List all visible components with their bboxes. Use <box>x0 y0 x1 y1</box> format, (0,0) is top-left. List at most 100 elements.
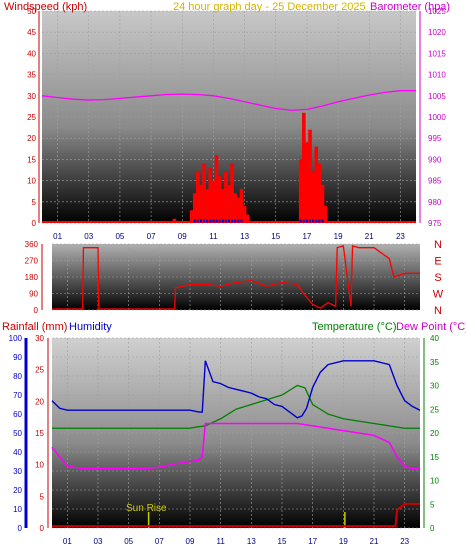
rainfall-axis-title: Rainfall (mm) <box>2 321 68 333</box>
temperature-tick-label: 5 <box>430 500 435 509</box>
barometer-tick-label: 1025 <box>428 7 446 16</box>
wind-bar <box>211 180 216 223</box>
wind-gust-mark <box>318 219 321 223</box>
rainfall-tick-label: 20 <box>35 397 44 406</box>
wind-bar <box>214 155 219 223</box>
rainfall-line <box>52 502 420 528</box>
windspeed-tick-label: 5 <box>32 198 37 207</box>
x-tick-label: 21 <box>365 232 374 241</box>
humidity-line <box>51 360 421 419</box>
temperature-tick-label: 0 <box>430 524 435 533</box>
humidity-tick-label: 100 <box>9 334 23 343</box>
barometer-tick-label: 1015 <box>428 49 446 58</box>
wind-bar <box>317 163 322 223</box>
x-tick-label: 15 <box>278 537 287 546</box>
x-tick-label: 13 <box>247 537 256 546</box>
direction-tick-label: 180 <box>25 273 39 282</box>
windspeed-tick-label: 45 <box>27 28 36 37</box>
x-tick-label: 05 <box>124 537 133 546</box>
x-tick-label: 19 <box>334 232 343 241</box>
rainfall-tick-label: 15 <box>35 429 44 438</box>
rainfall-tick-label: 30 <box>35 334 44 343</box>
x-tick-label: 05 <box>115 232 124 241</box>
x-tick-label: 23 <box>396 232 405 241</box>
wind-gust-mark <box>299 219 302 223</box>
wind-gust-mark <box>237 219 240 223</box>
windspeed-tick-label: 25 <box>27 113 36 122</box>
wind-gust-mark <box>206 219 209 223</box>
humidity-tick-label: 90 <box>13 353 22 362</box>
wind-gust-mark <box>224 219 227 223</box>
wind-gust-mark <box>305 219 308 223</box>
wind-bar <box>323 206 328 223</box>
humidity-tick-label: 80 <box>13 372 22 381</box>
wind-gust-mark <box>209 219 212 223</box>
wind-bar <box>199 184 203 223</box>
humidity-tick-label: 60 <box>13 410 22 419</box>
dewpoint-axis-title: Dew Point (°C) <box>396 321 466 333</box>
wind-gust-mark <box>315 219 318 223</box>
wind-bar <box>217 176 222 223</box>
temperature-axis-title: Temperature (°C) <box>312 321 397 333</box>
barometer-line <box>41 90 416 111</box>
barometer-tick-label: 985 <box>428 177 442 186</box>
temperature-tick-label: 25 <box>430 405 439 414</box>
humidity-tick-label: 10 <box>13 505 22 514</box>
compass-label: S <box>434 272 441 284</box>
x-tick-label: 21 <box>370 537 379 546</box>
x-tick-label: 09 <box>178 232 187 241</box>
windspeed-tick-label: 10 <box>27 177 36 186</box>
humidity-axis-title: Humidity <box>69 321 112 333</box>
wind-gust-mark <box>309 219 312 223</box>
x-tick-label: 07 <box>155 537 164 546</box>
wind-bar <box>311 172 315 223</box>
wind-bar <box>308 129 312 223</box>
barometer-tick-label: 975 <box>428 219 442 228</box>
rainfall-tick-label: 5 <box>40 492 45 501</box>
compass-label: N <box>434 305 442 317</box>
wind-bar <box>192 193 197 223</box>
barometer-tick-label: 995 <box>428 134 442 143</box>
wind-bar <box>224 172 228 223</box>
barometer-tick-label: 1005 <box>428 92 446 101</box>
wind-gust-mark <box>196 219 199 223</box>
humidity-tick-label: 40 <box>13 448 22 457</box>
direction-tick-label: 360 <box>25 240 39 249</box>
humidity-tick-label: 0 <box>18 524 23 533</box>
x-tick-label: 07 <box>147 232 156 241</box>
wind-gust-mark <box>221 219 224 223</box>
windspeed-tick-label: 30 <box>27 92 36 101</box>
wind-gust-mark <box>321 219 324 223</box>
wind-gust-mark <box>199 219 202 223</box>
wind-bar <box>205 189 209 223</box>
rainfall-tick-label: 25 <box>35 366 44 375</box>
wind-gust-mark <box>212 219 215 223</box>
wind-bar <box>208 167 213 223</box>
wind-bar <box>245 214 250 223</box>
windspeed-tick-label: 15 <box>27 155 36 164</box>
temperature-tick-label: 35 <box>430 358 439 367</box>
wind-bar <box>230 163 234 223</box>
barometer-tick-label: 990 <box>428 155 442 164</box>
wind-bar <box>233 193 238 223</box>
wind-bar <box>189 210 194 223</box>
wind-bar <box>320 184 325 223</box>
wind-gust-mark <box>312 219 315 223</box>
x-tick-label: 11 <box>217 537 226 546</box>
wind-bar <box>298 159 303 223</box>
barometer-axis-title: Barometer (hpa) <box>370 1 451 13</box>
wind-gust-mark <box>218 219 221 223</box>
windspeed-tick-label: 20 <box>27 134 36 143</box>
temperature-tick-label: 10 <box>430 477 439 486</box>
wind-bar <box>172 218 177 223</box>
barometer-tick-label: 1010 <box>428 71 446 80</box>
temperature-tick-label: 20 <box>430 429 439 438</box>
x-tick-label: 01 <box>63 537 72 546</box>
windspeed-tick-label: 40 <box>27 49 36 58</box>
direction-tick-label: 90 <box>29 290 38 299</box>
x-tick-label: 19 <box>339 537 348 546</box>
x-tick-label: 09 <box>186 537 195 546</box>
rainfall-tick-label: 0 <box>40 524 45 533</box>
temperature-tick-label: 40 <box>430 334 439 343</box>
